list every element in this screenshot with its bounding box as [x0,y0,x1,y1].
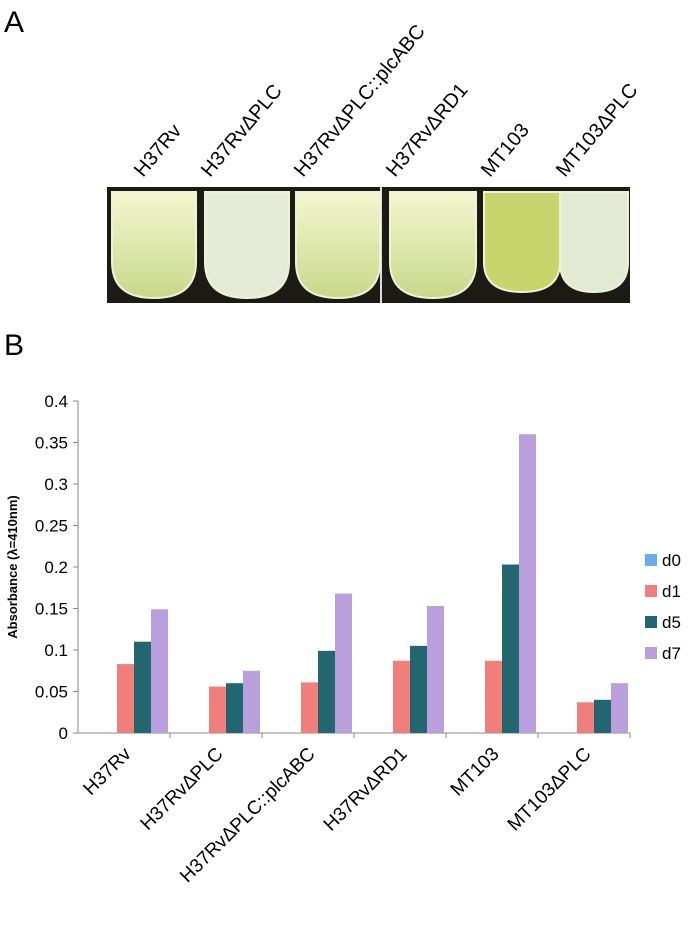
bar [611,683,628,733]
bar [519,434,536,733]
bar [485,660,502,733]
legend-swatch [645,616,657,628]
bar [117,664,134,733]
bar [594,699,611,733]
y-tick-label: 0.3 [44,475,68,494]
bar [243,670,260,733]
bar [427,606,444,733]
legend-label: d0 [662,551,681,570]
y-tick-label: 0.35 [35,434,68,453]
panel-label: A [4,6,24,39]
y-tick-label: 0.4 [44,392,68,411]
y-tick-label: 0 [59,724,68,743]
y-tick-label: 0.15 [35,600,68,619]
legend-swatch [645,647,657,659]
x-tick-label: H37Rv [80,743,136,799]
tube-label: MT103ΔPLC [552,79,642,181]
x-tick-label: H37RvΔRD1 [320,744,412,836]
bar [410,645,427,733]
legend-label: d5 [662,613,681,632]
y-tick-label: 0.1 [44,641,68,660]
x-tick-label: H37RvΔPLC [137,744,228,835]
x-tick-label: MT103ΔPLC [504,744,596,836]
legend-swatch [645,554,657,566]
y-tick-label: 0.2 [44,558,68,577]
legend-label: d7 [662,644,681,663]
panel-label: B [4,329,24,362]
bar [134,641,151,733]
bar [209,686,226,733]
tube-label: H37RvΔPLC [197,80,287,181]
bar [502,564,519,733]
bar [301,682,318,733]
bar [318,650,335,733]
tube-label: H37Rv [130,120,186,181]
bar [151,609,168,733]
y-tick-label: 0.05 [35,683,68,702]
tube-photo [107,187,630,303]
bar [226,683,243,733]
y-tick-label: 0.25 [35,517,68,536]
y-axis-label: Absorbance (λ=410nm) [5,495,20,638]
tube-label: H37RvΔRD1 [382,79,472,181]
bar [393,660,410,733]
tube-label: MT103 [477,119,534,181]
x-tick-label: MT103 [447,744,504,801]
bar [335,593,352,733]
legend-swatch [645,585,657,597]
legend-label: d1 [662,582,681,601]
bar [577,702,594,733]
